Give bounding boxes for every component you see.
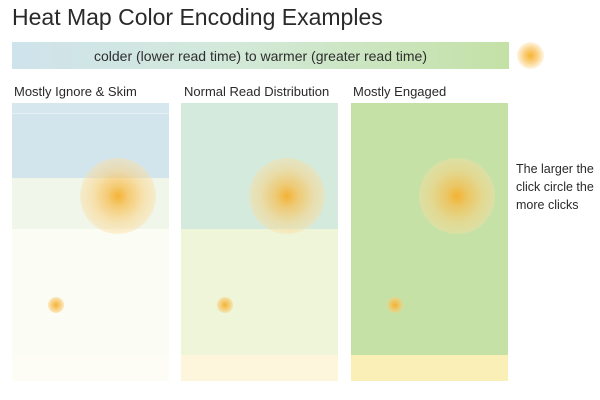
page-title: Heat Map Color Encoding Examples [12,4,383,30]
heat-band [12,113,169,178]
color-scale-legend: colder (lower read time) to warmer (grea… [12,42,509,69]
click-circle-large-icon [419,158,495,234]
click-size-note: The larger the click circle the more cli… [516,162,594,212]
heat-band [181,355,338,381]
heatmap-column-normal [181,103,338,381]
click-circle-large-icon [80,158,156,234]
legend-text: colder (lower read time) to warmer (grea… [94,47,427,64]
heat-band [12,103,169,113]
heat-band [351,355,508,381]
heatmap-column-skim [12,103,169,381]
click-circle-small-icon [387,297,403,313]
click-circle-small-icon [48,297,64,313]
heat-band [181,229,338,355]
heat-band [12,229,169,355]
heat-band [12,355,169,381]
column-label-skim: Mostly Ignore & Skim [14,84,137,99]
click-circle-legend-icon [517,42,544,69]
heatmap-column-engaged [351,103,508,381]
column-label-engaged: Mostly Engaged [353,84,447,99]
heat-band [351,103,508,355]
column-label-normal: Normal Read Distribution [184,84,330,99]
click-circle-large-icon [249,158,325,234]
click-circle-small-icon [217,297,233,313]
